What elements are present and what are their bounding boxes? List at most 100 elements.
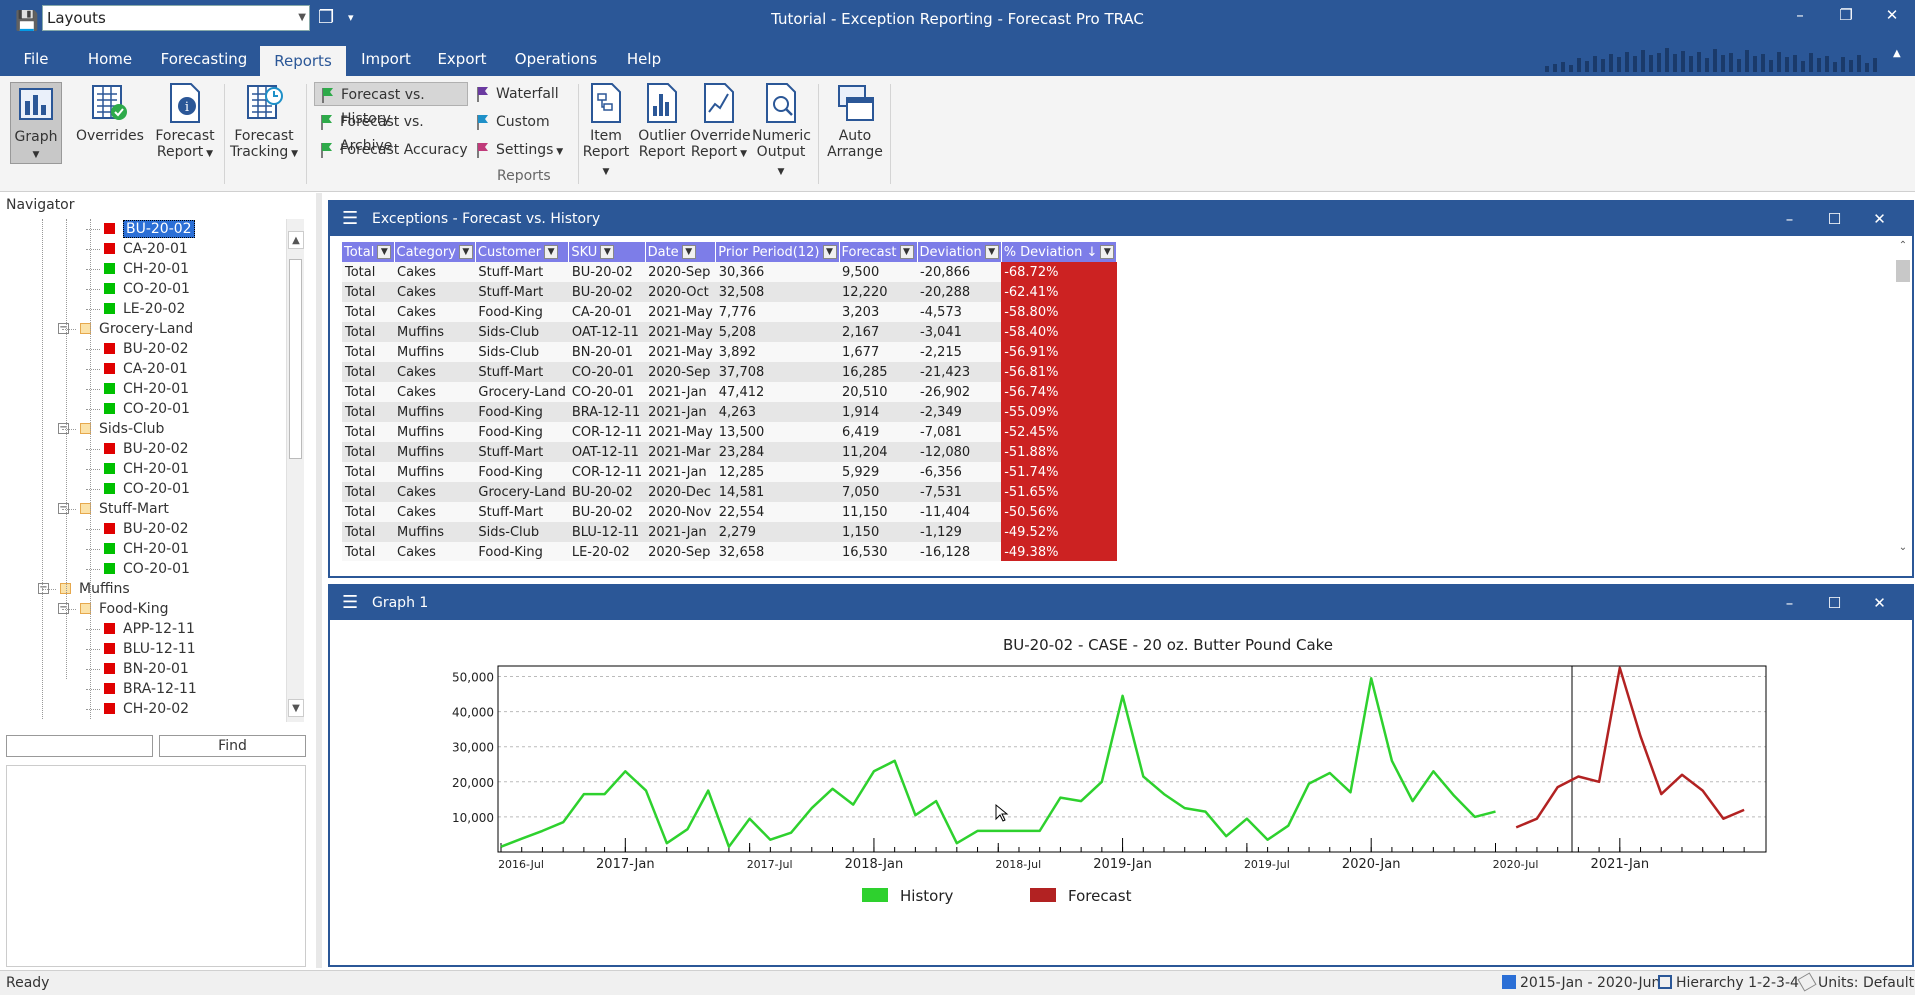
- filter-dropdown-icon[interactable]: ▼: [822, 245, 837, 259]
- panel-maximize-button[interactable]: ☐: [1827, 210, 1842, 228]
- forecast-vs-history-button[interactable]: Forecast vs. History: [314, 82, 468, 127]
- column-header[interactable]: Date ▼: [645, 242, 717, 262]
- collapse-icon[interactable]: −: [38, 582, 49, 594]
- restore-button[interactable]: ❐: [1839, 6, 1853, 24]
- override-report-button[interactable]: Override Report ▼: [690, 82, 751, 164]
- filter-dropdown-icon[interactable]: ▼: [458, 245, 473, 259]
- quick-access-menu-icon[interactable]: ▾: [348, 11, 354, 24]
- tab-file[interactable]: File: [23, 50, 49, 68]
- collapse-icon[interactable]: −: [58, 602, 69, 614]
- tree-item[interactable]: CO-20-01: [104, 559, 190, 579]
- filter-dropdown-icon[interactable]: ▼: [377, 245, 392, 259]
- tree-item[interactable]: BU-20-02: [104, 439, 189, 459]
- collapse-icon[interactable]: −: [58, 322, 69, 334]
- table-row[interactable]: Total Muffins Food-King COR-12-11 2021-May 13…: [342, 422, 1117, 442]
- scroll-down-icon[interactable]: ⌄: [1898, 542, 1908, 553]
- tab-export[interactable]: Export: [437, 50, 487, 68]
- table-row[interactable]: Total Cakes Stuff-Mart CO-20-01 2020-Sep 37,7…: [342, 362, 1117, 382]
- scroll-up-icon[interactable]: ▲: [288, 231, 304, 249]
- tab-reports[interactable]: Reports: [260, 46, 346, 76]
- panel-maximize-button[interactable]: ☐: [1827, 594, 1842, 612]
- settings-button[interactable]: Settings ▼: [470, 138, 566, 162]
- table-row[interactable]: Total Muffins Food-King COR-12-11 2021-Jan 12…: [342, 462, 1117, 482]
- find-input[interactable]: [6, 735, 153, 757]
- column-header[interactable]: Forecast ▼: [839, 242, 918, 262]
- tree-item[interactable]: CO-20-01: [104, 479, 190, 499]
- tree-item[interactable]: LE-20-02: [104, 299, 185, 319]
- tab-import[interactable]: Import: [361, 50, 411, 68]
- scroll-down-icon[interactable]: ▼: [288, 699, 304, 717]
- tree-item[interactable]: BU-20-02: [104, 219, 195, 239]
- forecast-report-button[interactable]: i Forecast Report ▼: [152, 82, 218, 164]
- tree-item[interactable]: CH-20-01: [104, 459, 189, 479]
- navigator-scrollbar[interactable]: ▲ ▼: [286, 219, 304, 722]
- tree-item[interactable]: CO-20-01: [104, 399, 190, 419]
- table-row[interactable]: Total Cakes Stuff-Mart BU-20-02 2020-Sep 30,3…: [342, 262, 1117, 282]
- custom-button[interactable]: Custom: [470, 110, 566, 134]
- column-header[interactable]: % Deviation ↓ ▼: [1001, 242, 1118, 262]
- save-icon[interactable]: 💾: [15, 10, 39, 32]
- column-header[interactable]: Deviation ▼: [917, 242, 1002, 262]
- panel-minimize-button[interactable]: –: [1785, 594, 1794, 612]
- auto-arrange-button[interactable]: Auto Arrange: [824, 82, 886, 164]
- numeric-output-button[interactable]: Numeric Output ▼: [752, 82, 811, 177]
- tab-home[interactable]: Home: [87, 50, 133, 68]
- tree-folder[interactable]: Sids-Club −: [58, 419, 164, 439]
- tree-item[interactable]: BLU-12-11: [104, 639, 196, 659]
- tree-folder[interactable]: Muffins −: [38, 579, 130, 599]
- table-row[interactable]: Total Cakes Stuff-Mart BU-20-02 2020-Nov 22,5…: [342, 502, 1117, 522]
- filter-dropdown-icon[interactable]: ▼: [1100, 245, 1115, 259]
- status-hierarchy[interactable]: Hierarchy 1-2-3-4: [1658, 971, 1799, 995]
- find-button[interactable]: Find: [159, 735, 306, 757]
- scroll-up-icon[interactable]: ⌃: [1898, 240, 1908, 251]
- table-row[interactable]: Total Cakes Grocery-Land BU-20-02 2020-Dec 14…: [342, 482, 1117, 502]
- tree-folder[interactable]: Food-King −: [58, 599, 168, 619]
- tree-item[interactable]: CH-20-02: [104, 699, 189, 719]
- table-row[interactable]: Total Muffins Sids-Club BLU-12-11 2021-Jan 2,…: [342, 522, 1117, 542]
- table-row[interactable]: Total Muffins Food-King BRA-12-11 2021-Jan 4,…: [342, 402, 1117, 422]
- tree-item[interactable]: CH-20-01: [104, 539, 189, 559]
- column-header[interactable]: Total ▼: [342, 242, 395, 262]
- tree-item[interactable]: CH-20-01: [104, 259, 189, 279]
- scroll-thumb[interactable]: [289, 259, 302, 459]
- tree-item[interactable]: BN-20-01: [104, 659, 189, 679]
- waterfall-button[interactable]: Waterfall: [470, 82, 566, 106]
- panel-close-button[interactable]: ✕: [1873, 594, 1886, 612]
- tab-operations[interactable]: Operations: [514, 50, 598, 68]
- column-header[interactable]: Customer ▼: [475, 242, 570, 262]
- tree-item[interactable]: CA-20-01: [104, 239, 188, 259]
- filter-dropdown-icon[interactable]: ▼: [544, 245, 559, 259]
- filter-dropdown-icon[interactable]: ▼: [681, 245, 696, 259]
- column-header[interactable]: SKU ▼: [568, 242, 646, 262]
- filter-dropdown-icon[interactable]: ▼: [600, 245, 615, 259]
- tree-folder[interactable]: Stuff-Mart −: [58, 499, 169, 519]
- forecast-tracking-button[interactable]: Forecast Tracking ▼: [228, 82, 300, 164]
- overrides-button[interactable]: Overrides: [76, 82, 144, 164]
- forecast-accuracy-button[interactable]: Forecast Accuracy: [314, 138, 468, 162]
- tree-folder[interactable]: Grocery-Land −: [58, 319, 193, 339]
- tree-item[interactable]: CO-20-01: [104, 279, 190, 299]
- scroll-thumb[interactable]: [1896, 260, 1910, 282]
- status-date-range[interactable]: 2015-Jan - 2020-Jun: [1502, 971, 1660, 995]
- collapse-icon[interactable]: −: [58, 422, 69, 434]
- tree-item[interactable]: BRA-12-11: [104, 679, 197, 699]
- column-header[interactable]: Category ▼: [394, 242, 476, 262]
- table-row[interactable]: Total Cakes Stuff-Mart BU-20-02 2020-Oct 32,5…: [342, 282, 1117, 302]
- minimize-button[interactable]: –: [1796, 6, 1804, 24]
- panel-minimize-button[interactable]: –: [1785, 210, 1794, 228]
- splitter[interactable]: [316, 193, 322, 968]
- exceptions-scrollbar[interactable]: ⌃ ⌄: [1894, 236, 1912, 561]
- tree-item[interactable]: CA-20-01: [104, 359, 188, 379]
- filter-dropdown-icon[interactable]: ▼: [899, 245, 914, 259]
- table-row[interactable]: Total Muffins Sids-Club BN-20-01 2021-May 3,8…: [342, 342, 1117, 362]
- graph-button[interactable]: Graph ▼: [10, 82, 62, 164]
- panel-close-button[interactable]: ✕: [1873, 210, 1886, 228]
- tree-item[interactable]: BU-20-02: [104, 519, 189, 539]
- forecast-vs-archive-button[interactable]: Forecast vs. Archive: [314, 110, 468, 154]
- layouts-dropdown[interactable]: Layouts ▼: [42, 5, 310, 31]
- tree-item[interactable]: CH-20-01: [104, 379, 189, 399]
- collapse-icon[interactable]: −: [58, 502, 69, 514]
- column-header[interactable]: Prior Period(12) ▼: [715, 242, 840, 262]
- close-button[interactable]: ✕: [1885, 6, 1899, 24]
- tree-item[interactable]: BU-20-02: [104, 339, 189, 359]
